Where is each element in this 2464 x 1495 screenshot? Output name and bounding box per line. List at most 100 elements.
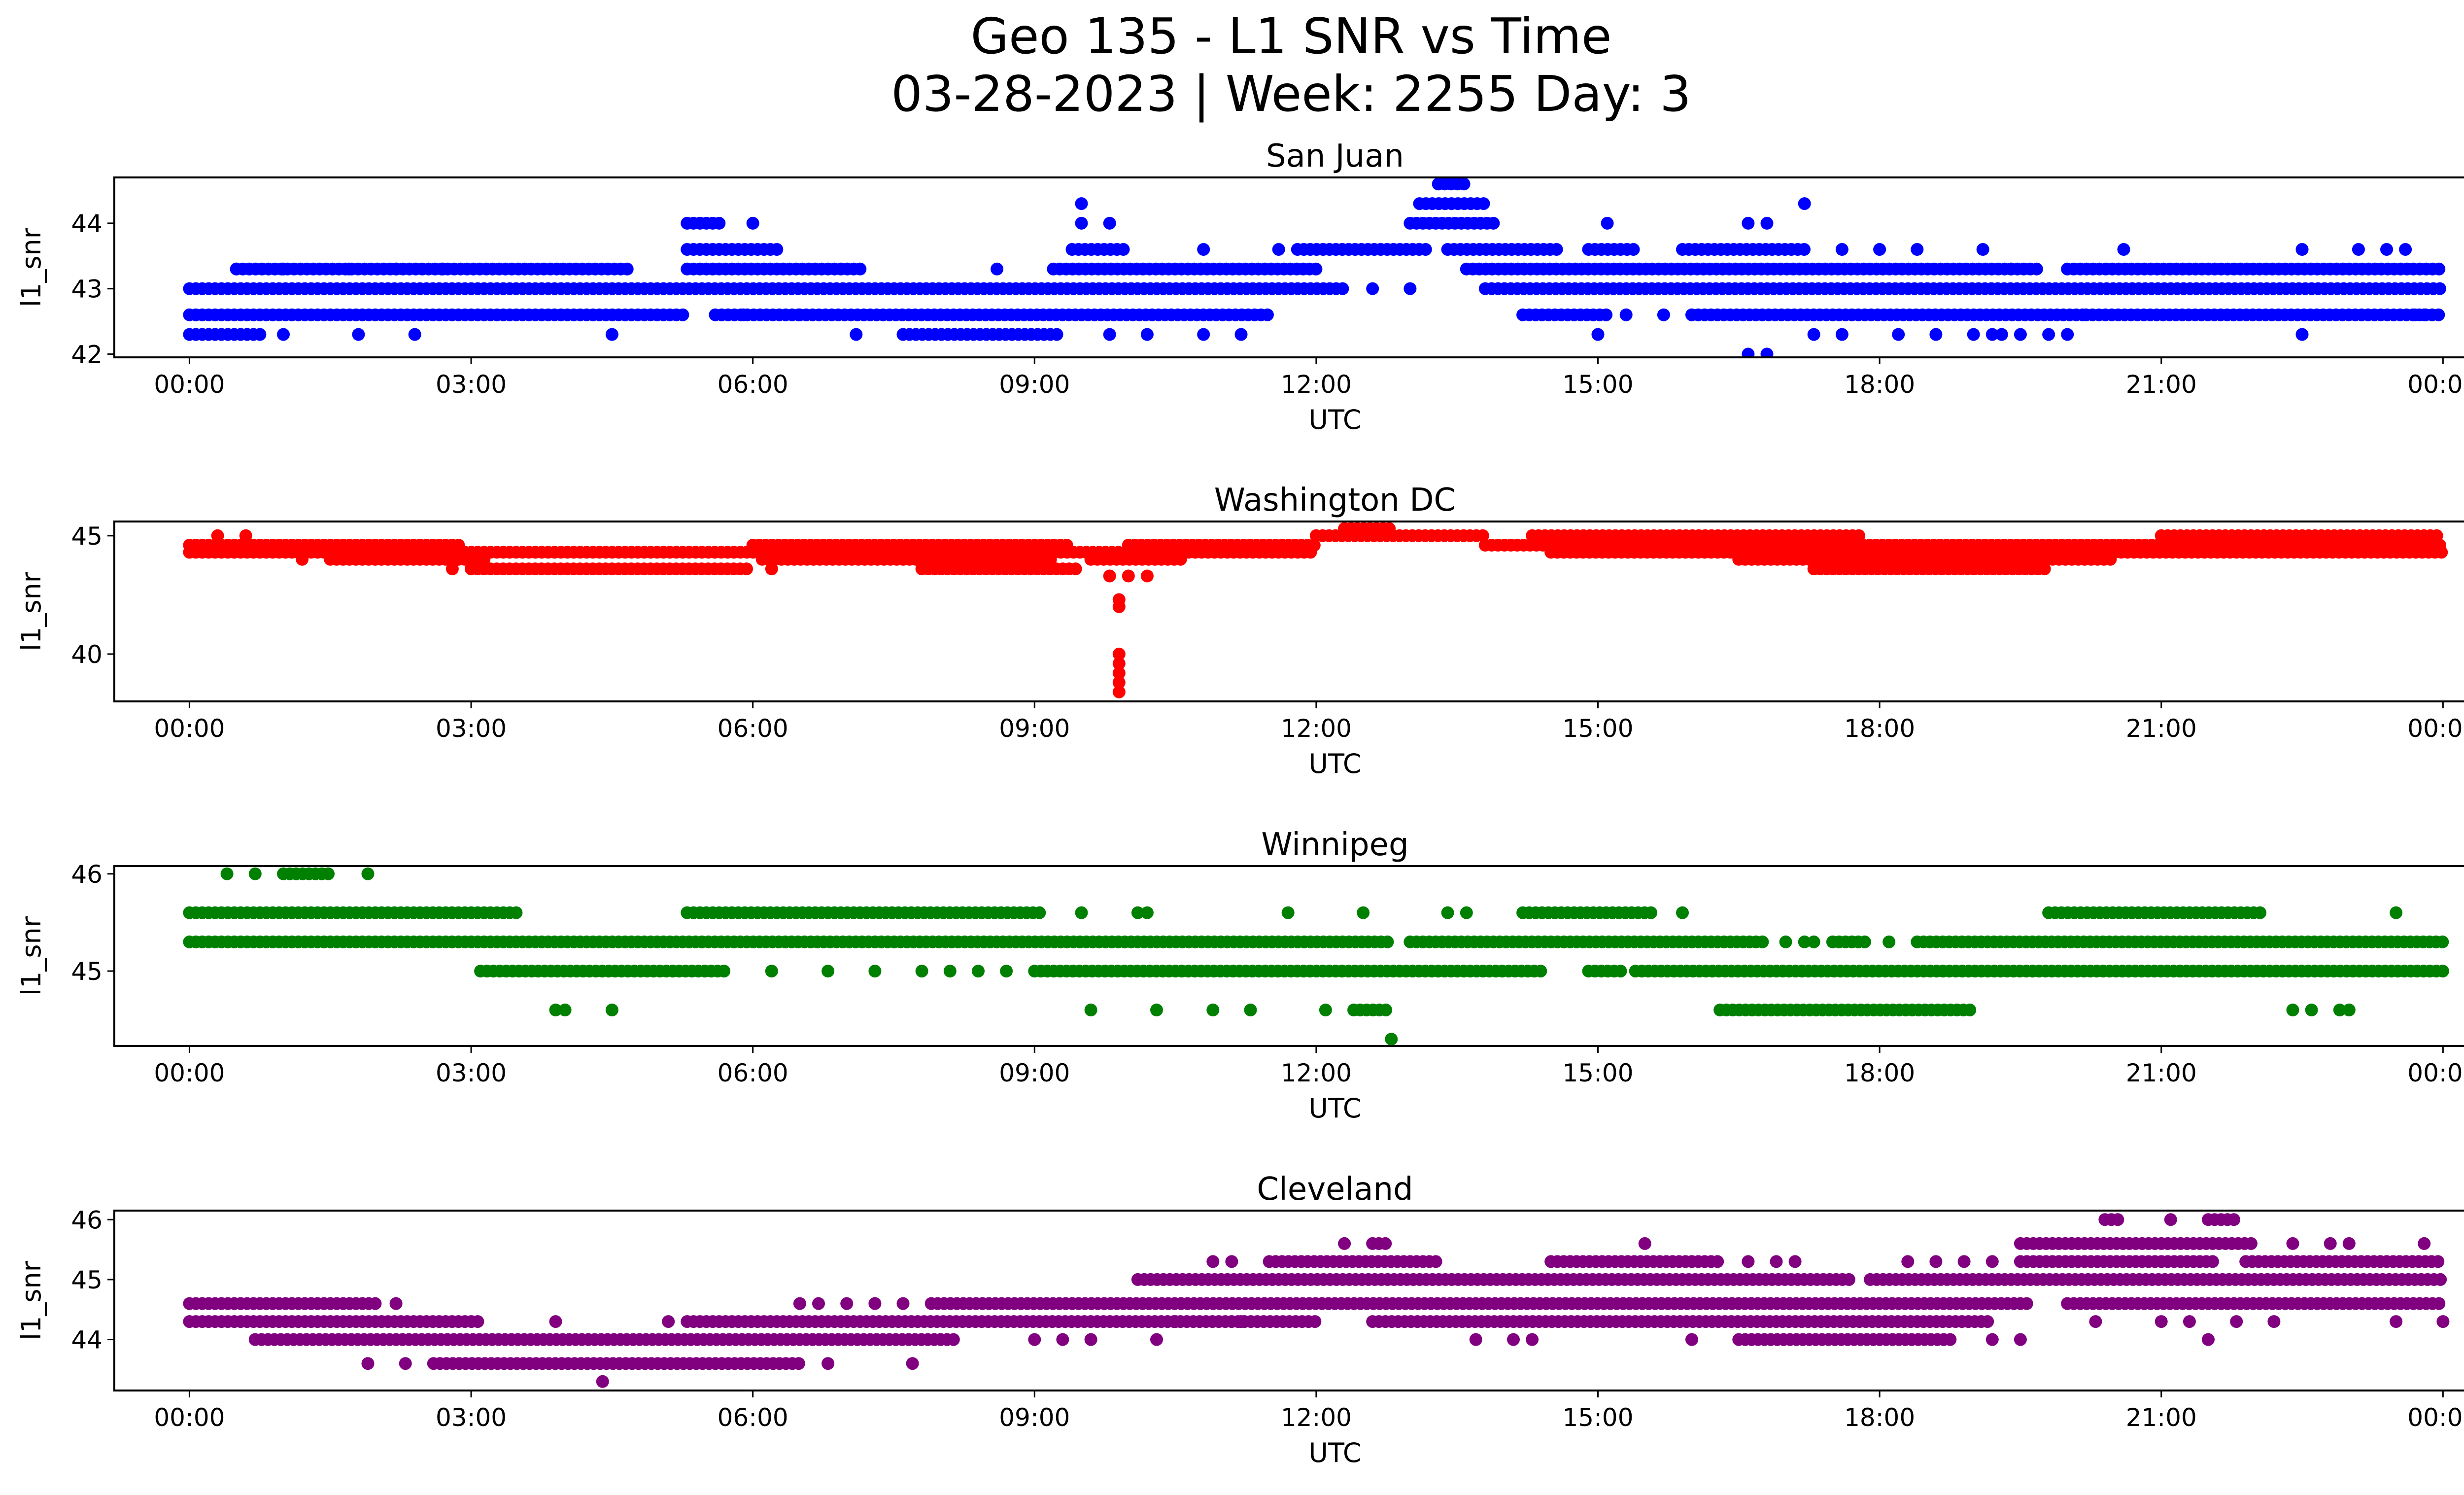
x-tick-label: 12:00 [1281, 714, 1352, 743]
data-point [2042, 328, 2055, 341]
x-tick-label: 18:00 [1844, 714, 1915, 743]
data-point [1929, 1255, 1943, 1268]
x-tick-label: 12:00 [1281, 1403, 1352, 1432]
data-point [1197, 243, 1210, 256]
data-point [1638, 1237, 1651, 1250]
data-point [868, 1297, 882, 1310]
data-point [1779, 935, 1792, 948]
data-point [1756, 935, 1769, 948]
data-point [1150, 1004, 1163, 1016]
data-point [1807, 935, 1820, 948]
data-point [1319, 1004, 1332, 1016]
y-axis-label: l1_snr [16, 227, 47, 307]
data-point [765, 562, 778, 576]
x-tick-label: 15:00 [1562, 1403, 1633, 1432]
axes-frame [113, 521, 2464, 702]
data-point [1963, 1004, 1977, 1016]
data-point [1174, 553, 1187, 566]
data-point [2434, 1273, 2447, 1286]
y-tick-label: 42 [71, 340, 103, 369]
data-point [361, 1357, 375, 1370]
x-tick-label: 12:00 [1281, 370, 1352, 399]
x-tick-label: 21:00 [2126, 714, 2197, 743]
x-tick-label: 18:00 [1844, 370, 1915, 399]
data-point [296, 553, 309, 566]
data-point [1028, 1333, 1041, 1346]
data-point [2295, 243, 2309, 256]
y-tick-label: 46 [71, 1206, 103, 1234]
data-points [183, 522, 2448, 698]
x-tick-label: 03:00 [436, 1059, 507, 1087]
y-tick-label: 44 [71, 209, 103, 238]
data-point [2436, 965, 2449, 978]
data-point [2155, 1315, 2168, 1328]
data-point [361, 867, 375, 880]
data-point [1244, 1004, 1257, 1016]
data-point [549, 1004, 562, 1016]
data-point [1112, 657, 1126, 670]
data-point [248, 867, 262, 880]
data-point [1852, 529, 1866, 542]
data-point [2244, 1237, 2258, 1250]
data-point [1044, 553, 1057, 566]
y-tick-label: 43 [71, 275, 103, 304]
x-tick-label: 00:00 [2407, 714, 2464, 743]
data-point [1873, 243, 1886, 256]
data-point [2380, 243, 2393, 256]
data-point [436, 262, 449, 276]
data-point [1981, 1315, 1994, 1328]
data-point [972, 965, 985, 978]
data-point [277, 262, 290, 276]
data-point [2014, 1333, 2027, 1346]
data-point [2004, 262, 2018, 276]
data-point [1469, 1333, 1482, 1346]
data-point [1976, 243, 1989, 256]
data-point [1336, 282, 1349, 295]
x-tick-label: 00:00 [2407, 1403, 2464, 1432]
data-point [1476, 529, 1489, 542]
y-tick-label: 40 [71, 640, 103, 669]
data-point [369, 1297, 382, 1310]
data-point [1140, 328, 1154, 341]
data-point [1526, 1333, 1539, 1346]
data-point [2038, 562, 2051, 576]
data-point [737, 308, 750, 321]
data-point [277, 328, 290, 341]
data-point [1084, 1333, 1097, 1346]
x-tick-label: 18:00 [1844, 1059, 1915, 1087]
data-point [2342, 1004, 2356, 1016]
x-tick-label: 00:00 [154, 714, 225, 743]
data-point [1807, 328, 1820, 341]
data-point [389, 262, 403, 276]
data-point [2408, 308, 2422, 321]
data-point [915, 965, 928, 978]
data-point [1742, 216, 1755, 230]
data-point [1507, 1333, 1520, 1346]
data-point [676, 308, 689, 321]
x-tick-label: 00:00 [154, 1059, 225, 1087]
data-point [2227, 1213, 2240, 1226]
data-point [1591, 328, 1605, 341]
data-point [746, 216, 759, 230]
data-point [1477, 197, 1490, 210]
data-point [2399, 243, 2412, 256]
data-point [1835, 243, 1848, 256]
y-tick-label: 45 [71, 522, 103, 551]
data-point [1788, 1255, 1802, 1268]
data-point [1534, 965, 1547, 978]
data-point [2390, 906, 2403, 919]
data-point [1550, 243, 1563, 256]
data-point [1644, 906, 1658, 919]
data-point [1798, 197, 1811, 210]
data-point [2104, 553, 2117, 566]
data-point [408, 328, 421, 341]
data-point [1842, 1273, 1855, 1286]
data-point [1627, 243, 1640, 256]
x-tick-label: 15:00 [1562, 370, 1633, 399]
data-point [840, 1297, 854, 1310]
data-point [253, 328, 267, 341]
data-point [2433, 282, 2446, 295]
x-tick-label: 15:00 [1562, 714, 1633, 743]
data-point [2089, 1315, 2102, 1328]
y-tick-label: 46 [71, 860, 103, 889]
